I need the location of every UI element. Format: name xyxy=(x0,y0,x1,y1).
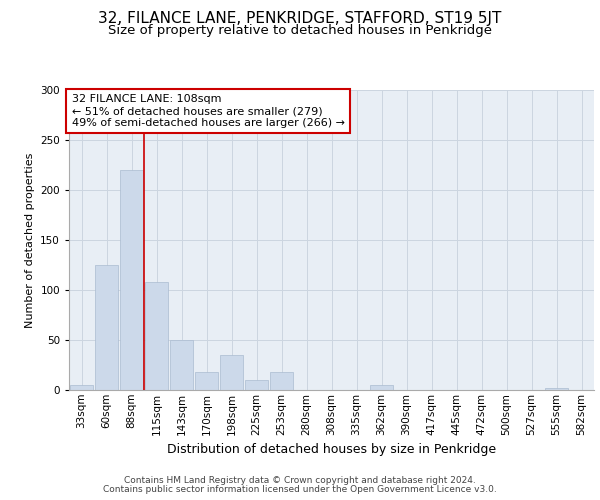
Bar xyxy=(220,355,243,390)
Bar xyxy=(120,170,143,390)
Bar xyxy=(245,380,268,390)
Y-axis label: Number of detached properties: Number of detached properties xyxy=(25,152,35,328)
Bar xyxy=(370,385,393,390)
Text: Contains public sector information licensed under the Open Government Licence v3: Contains public sector information licen… xyxy=(103,485,497,494)
Text: 32 FILANCE LANE: 108sqm
← 51% of detached houses are smaller (279)
49% of semi-d: 32 FILANCE LANE: 108sqm ← 51% of detache… xyxy=(71,94,344,128)
Text: Size of property relative to detached houses in Penkridge: Size of property relative to detached ho… xyxy=(108,24,492,37)
Bar xyxy=(545,388,568,390)
Bar xyxy=(95,265,118,390)
Bar xyxy=(170,340,193,390)
Text: Contains HM Land Registry data © Crown copyright and database right 2024.: Contains HM Land Registry data © Crown c… xyxy=(124,476,476,485)
Bar xyxy=(145,282,168,390)
Text: 32, FILANCE LANE, PENKRIDGE, STAFFORD, ST19 5JT: 32, FILANCE LANE, PENKRIDGE, STAFFORD, S… xyxy=(98,11,502,26)
Bar xyxy=(70,385,93,390)
Bar xyxy=(270,372,293,390)
Bar xyxy=(195,372,218,390)
X-axis label: Distribution of detached houses by size in Penkridge: Distribution of detached houses by size … xyxy=(167,443,496,456)
